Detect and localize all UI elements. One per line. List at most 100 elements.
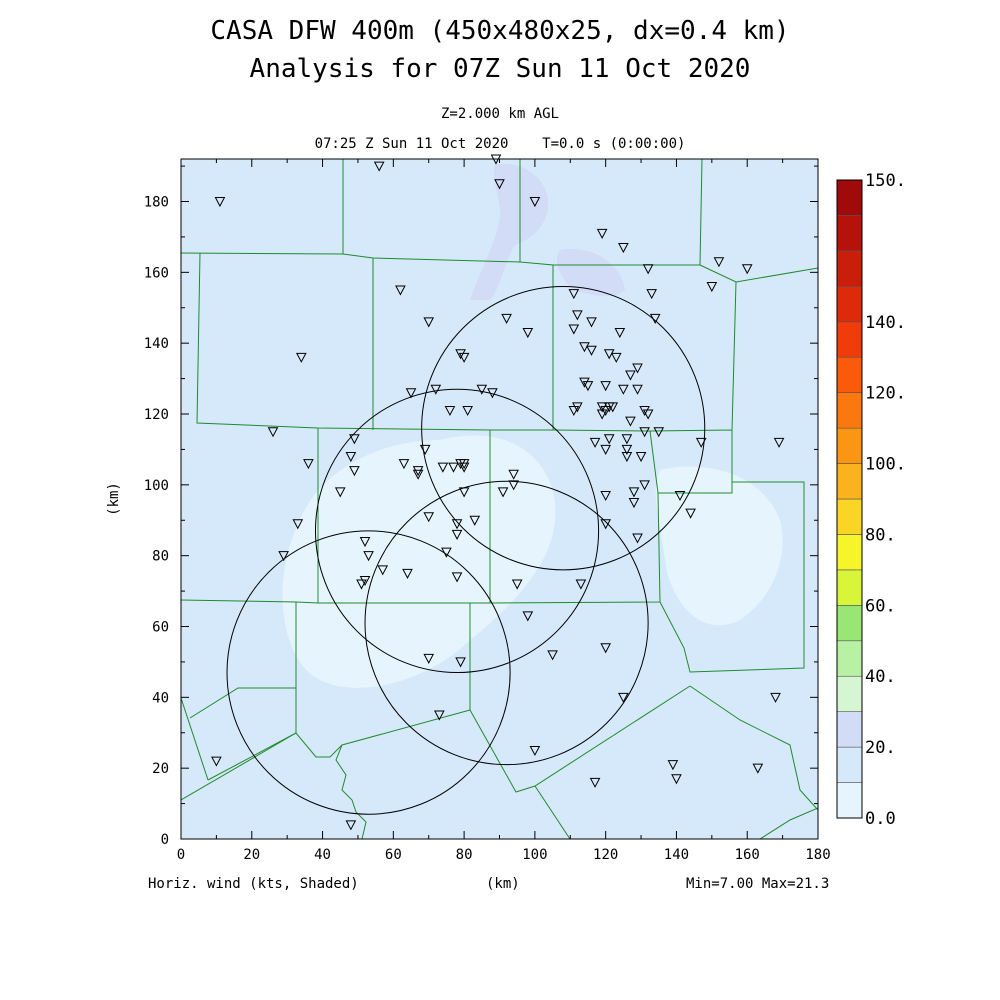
station-marker (476, 384, 488, 395)
county-line (181, 709, 471, 801)
wind-shading-higher-region (470, 164, 549, 300)
min-max-label: Min=7.00 Max=21.3 (686, 876, 830, 892)
station-marker (511, 579, 523, 590)
station-marker (600, 381, 611, 392)
station-marker (603, 349, 615, 360)
station-marker (653, 427, 665, 438)
station-marker (508, 469, 519, 480)
station-marker (349, 466, 360, 477)
station-marker (462, 405, 473, 417)
station-marker (586, 317, 597, 328)
station-marker (448, 462, 459, 473)
wind-shading-higher-region-east (557, 249, 625, 297)
station-marker (423, 512, 435, 523)
station-marker (508, 480, 519, 491)
y-axis-label: (km) (106, 482, 122, 516)
station-marker (649, 313, 661, 324)
colorbar-swatch (836, 250, 863, 287)
station-marker (278, 551, 289, 562)
station-marker (614, 328, 626, 339)
station-marker (214, 197, 226, 208)
station-marker (295, 352, 307, 363)
station-marker (345, 820, 357, 831)
county-line (659, 481, 805, 673)
range-ring-southwest (226, 530, 511, 815)
station-marker (430, 384, 442, 395)
y-tick-label: 100 (144, 478, 169, 494)
station-marker (635, 452, 647, 463)
colorbar-swatch (836, 534, 863, 571)
station-marker (373, 161, 385, 172)
county-line (335, 744, 367, 839)
station-marker (773, 437, 785, 448)
y-tick-label: 0 (161, 832, 169, 848)
station-marker (455, 349, 466, 360)
station-marker (451, 572, 463, 583)
colorbar-label: 100. (865, 455, 906, 475)
colorbar-swatch (836, 392, 863, 429)
colorbar-swatch (836, 782, 863, 819)
station-marker (600, 643, 611, 654)
colorbar-frame (836, 179, 863, 819)
station-marker (292, 519, 304, 530)
station-marker (359, 575, 371, 587)
colorbar: 0.0 20. 40. 60. 80. 100. 120. 140. 150. (836, 171, 906, 829)
station-marker (671, 774, 682, 785)
station-marker (632, 384, 643, 395)
station-marker (547, 650, 558, 661)
station-marker (628, 487, 640, 498)
y-tick-label: 180 (144, 195, 169, 211)
y-tick-label: 40 (152, 690, 169, 706)
range-ring-northeast (421, 286, 706, 571)
station-marker (579, 342, 590, 353)
x-tick-label: 20 (243, 847, 260, 863)
station-marker (423, 317, 435, 328)
x-tick-label: 0 (177, 847, 185, 863)
station-marker (359, 537, 371, 548)
station-marker (621, 452, 633, 463)
station-marker (497, 487, 509, 498)
station-marker (437, 462, 449, 473)
colorbar-swatch (836, 605, 863, 642)
range-ring-central (364, 480, 649, 766)
station-marker (211, 756, 222, 767)
station-marker (632, 363, 643, 374)
station-marker (303, 459, 314, 470)
station-marker (621, 444, 633, 455)
station-marker (377, 565, 389, 576)
station-marker (572, 402, 583, 413)
y-tick-label: 140 (144, 336, 169, 352)
station-marker (529, 197, 541, 208)
x-tick-label: 140 (664, 847, 689, 863)
station-marker (458, 487, 470, 498)
station-marker (639, 480, 650, 491)
station-marker (487, 388, 498, 399)
station-marker (618, 384, 629, 395)
station-marker (642, 264, 654, 275)
x-tick-label: 180 (805, 847, 830, 863)
x-tick-label: 160 (735, 847, 760, 863)
station-marker (639, 405, 650, 417)
colorbar-label: 80. (865, 525, 896, 545)
county-line (759, 807, 818, 839)
colorbar-label: 150. (865, 171, 906, 191)
station-marker (419, 444, 431, 455)
y-axis: 0 20 40 60 80 100 120 140 160 180 (144, 165, 818, 848)
station-marker (600, 490, 611, 502)
colorbar-swatch (836, 569, 863, 606)
station-marker (451, 519, 463, 530)
station-marker (674, 490, 686, 502)
station-marker (667, 760, 679, 771)
x-axis-label: (km) (486, 876, 520, 892)
station-marker (356, 579, 367, 590)
county-line (181, 697, 209, 781)
station-marker (600, 444, 611, 455)
station-marker (412, 466, 424, 477)
station-marker (752, 763, 764, 774)
station-marker (589, 437, 601, 448)
station-marker (607, 402, 619, 413)
station-marker (451, 529, 463, 540)
station-marker (469, 515, 481, 526)
station-marker (572, 310, 583, 321)
